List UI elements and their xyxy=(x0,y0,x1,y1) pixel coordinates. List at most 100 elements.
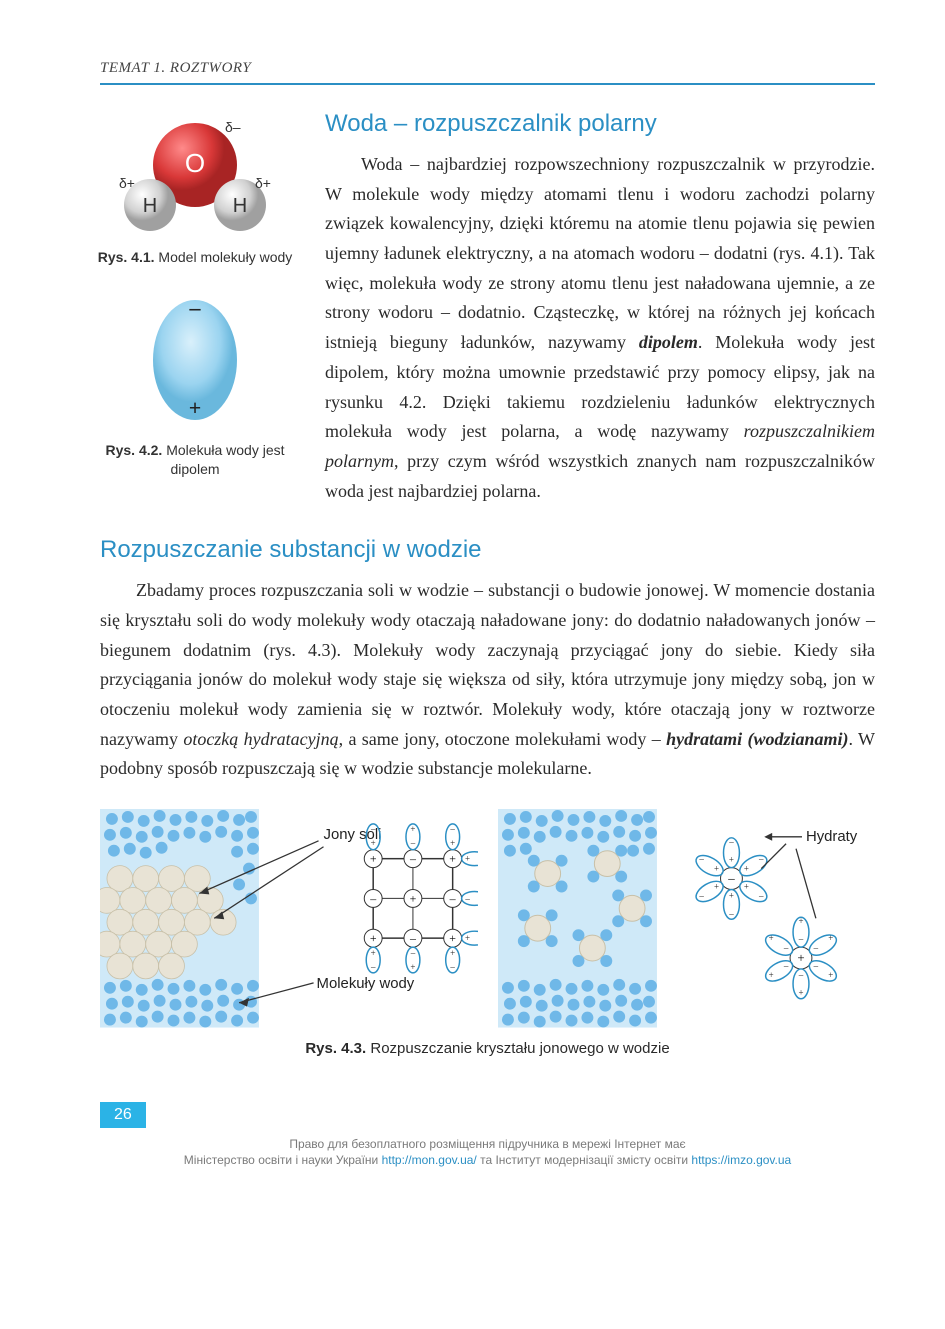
svg-text:–: – xyxy=(410,838,416,848)
hydrate-diagram-icon: Hydraty – +– xyxy=(498,809,876,1028)
svg-text:+: + xyxy=(465,854,470,864)
bold-term: hydratami (wodzianami) xyxy=(666,729,848,749)
figure-4-3-caption: Rys. 4.3. Rozpuszczanie kryształu jonowe… xyxy=(100,1040,875,1057)
svg-text:–: – xyxy=(797,970,803,980)
svg-text:+: + xyxy=(465,933,470,943)
svg-text:+: + xyxy=(410,962,415,972)
para-text: Woda – najbardziej rozpowszechniony rozp… xyxy=(325,154,875,352)
svg-text:–: – xyxy=(728,837,734,847)
para-text: , przy czym wśród wszystkich znanych nam… xyxy=(325,451,875,501)
svg-text:+: + xyxy=(768,970,773,980)
page-number-box: 26 xyxy=(100,1057,875,1128)
svg-text:+: + xyxy=(371,838,376,848)
svg-text:–: – xyxy=(409,852,417,866)
delta-plus-label: δ+ xyxy=(119,175,135,191)
svg-text:–: – xyxy=(812,943,818,953)
caption-text: Model molekuły wody xyxy=(155,249,293,265)
figure-4-2-caption: Rys. 4.2. Molekuła wody jest dipolem xyxy=(90,441,300,479)
svg-text:–: – xyxy=(727,871,735,886)
svg-text:–: – xyxy=(728,908,734,918)
section-1: O H H δ– δ+ δ+ Rys. 4.1. Model molekuły … xyxy=(100,110,875,506)
svg-text:+: + xyxy=(370,931,377,945)
svg-text:+: + xyxy=(728,890,733,900)
footer-text: Право для безоплатного розміщення підруч… xyxy=(100,1136,875,1170)
hydraty-label: Hydraty xyxy=(805,829,857,845)
svg-text:+: + xyxy=(410,891,417,905)
page-number: 26 xyxy=(100,1102,146,1128)
figure-4-2: – + xyxy=(135,285,255,435)
footer-line-1: Право для безоплатного розміщення підруч… xyxy=(289,1137,685,1151)
footer-link-2[interactable]: https://imzo.gov.ua xyxy=(691,1153,791,1167)
svg-text:+: + xyxy=(728,855,733,865)
svg-text:+: + xyxy=(449,931,456,945)
svg-text:–: – xyxy=(797,934,803,944)
atom-h-label: H xyxy=(143,195,157,217)
svg-text:+: + xyxy=(798,988,803,998)
svg-text:–: – xyxy=(464,893,470,903)
svg-text:–: – xyxy=(370,824,376,834)
svg-text:+: + xyxy=(828,933,833,943)
para-text: Zbadamy proces rozpuszczania soli w wodz… xyxy=(100,580,875,748)
breadcrumb: TEMAT 1. ROZTWORY xyxy=(100,60,875,85)
svg-text:–: – xyxy=(370,962,376,972)
caption-bold: Rys. 4.1. xyxy=(98,249,155,265)
svg-text:–: – xyxy=(409,931,417,945)
svg-text:–: – xyxy=(410,948,416,958)
figure-4-1-caption: Rys. 4.1. Model molekuły wody xyxy=(90,248,300,267)
delta-minus-label: δ– xyxy=(225,119,241,135)
svg-text:+: + xyxy=(449,852,456,866)
section-2: Rozpuszczanie substancji w wodzie Zbadam… xyxy=(100,536,875,784)
footer-link-1[interactable]: http://mon.gov.ua/ xyxy=(382,1153,477,1167)
footer-line-2-mid: та Інститут модернізації змісту освіти xyxy=(477,1153,692,1167)
svg-text:+: + xyxy=(828,970,833,980)
svg-text:+: + xyxy=(450,838,455,848)
dipole-minus: – xyxy=(189,295,202,320)
svg-text:–: – xyxy=(698,890,704,900)
para-text: , a same jony, otoczone molekułami wody … xyxy=(339,729,667,749)
svg-text:–: – xyxy=(758,854,764,864)
bold-term: dipolem xyxy=(639,332,698,352)
svg-text:+: + xyxy=(714,882,719,892)
svg-text:+: + xyxy=(371,948,376,958)
figure-4-1: O H H δ– δ+ δ+ xyxy=(115,110,275,240)
svg-text:+: + xyxy=(450,948,455,958)
svg-text:–: – xyxy=(449,891,457,905)
molekuly-wody-label: Molekuły wody xyxy=(317,976,415,992)
atom-h-label: H xyxy=(233,195,247,217)
italic-term: otoczką hydratacyjną xyxy=(183,729,338,749)
crystal-water-diagram-icon: Jony soli Molekuły wody + – + xyxy=(100,809,478,1028)
dipole-icon: – + xyxy=(135,285,255,435)
svg-text:+: + xyxy=(410,824,415,834)
delta-plus-label: δ+ xyxy=(255,175,271,191)
figure-4-3-row: Jony soli Molekuły wody + – + xyxy=(100,809,875,1028)
svg-text:+: + xyxy=(797,950,804,965)
svg-text:+: + xyxy=(714,864,719,874)
dipole-plus: + xyxy=(189,395,202,420)
caption-bold: Rys. 4.2. xyxy=(106,442,163,458)
page-container: TEMAT 1. ROZTWORY xyxy=(0,0,945,1329)
figure-column-left: O H H δ– δ+ δ+ Rys. 4.1. Model molekuły … xyxy=(90,110,300,479)
svg-text:–: – xyxy=(782,961,788,971)
caption-text: Molekuła wody jest dipolem xyxy=(162,442,284,477)
svg-text:+: + xyxy=(743,864,748,874)
svg-text:+: + xyxy=(370,852,377,866)
svg-text:+: + xyxy=(798,916,803,926)
atom-o-label: O xyxy=(185,148,205,178)
caption-bold: Rys. 4.3. xyxy=(305,1040,366,1057)
caption-text: Rozpuszczanie kryształu jonowego w wodzi… xyxy=(366,1040,669,1057)
svg-text:–: – xyxy=(449,824,455,834)
figure-4-3-left-panel: Jony soli Molekuły wody + – + xyxy=(100,809,478,1028)
svg-text:+: + xyxy=(743,882,748,892)
svg-text:–: – xyxy=(812,961,818,971)
svg-text:+: + xyxy=(768,933,773,943)
footer-line-2-pre: Міністерство освіти і науки України xyxy=(184,1153,382,1167)
svg-text:–: – xyxy=(758,890,764,900)
figure-4-3-right-panel: Hydraty – +– xyxy=(498,809,876,1028)
section-2-body: Zbadamy proces rozpuszczania soli w wodz… xyxy=(100,576,875,784)
svg-text:–: – xyxy=(698,854,704,864)
svg-text:–: – xyxy=(782,943,788,953)
water-molecule-icon: O H H δ– δ+ δ+ xyxy=(115,110,275,240)
svg-text:–: – xyxy=(449,962,455,972)
svg-text:–: – xyxy=(369,891,377,905)
section-2-title: Rozpuszczanie substancji w wodzie xyxy=(100,536,875,564)
